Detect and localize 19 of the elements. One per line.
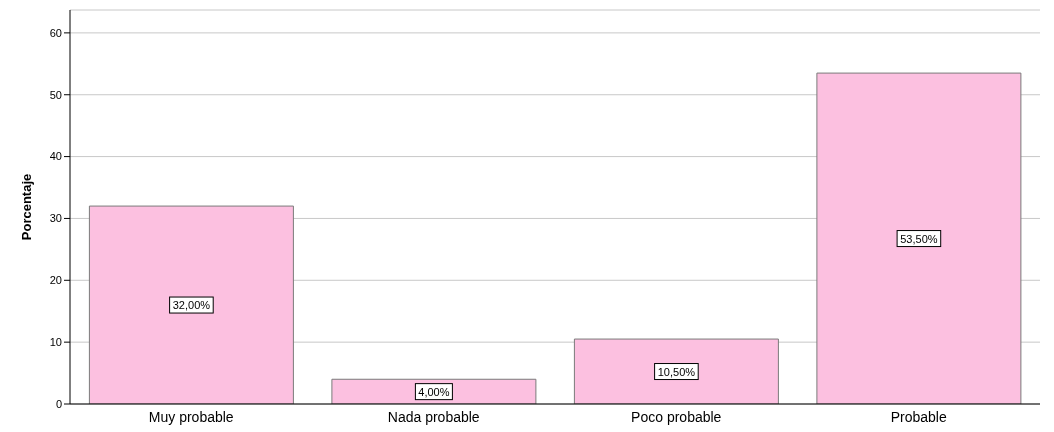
y-tick-label: 50 [49, 88, 62, 101]
x-tick-label: Poco probable [631, 408, 722, 425]
data-label: 10,50% [657, 365, 696, 378]
x-tick-label: Probable [890, 408, 947, 425]
y-tick-label: 0 [55, 397, 62, 410]
y-tick-label: 60 [49, 26, 62, 39]
bar [816, 72, 1022, 404]
x-tick-label: Muy probable [148, 408, 234, 425]
y-axis-title: Porcentaje [18, 173, 34, 241]
y-tick-label: 30 [49, 212, 62, 225]
data-label: 32,00% [172, 299, 211, 312]
bar [88, 205, 294, 404]
bar [573, 338, 779, 404]
y-tick-label: 10 [49, 336, 62, 349]
data-label: 4,00% [418, 385, 450, 398]
data-label: 53,50% [900, 232, 938, 245]
y-tick-label: 40 [49, 150, 62, 163]
x-tick-label: Nada probable [387, 408, 480, 425]
y-tick-label: 20 [49, 274, 62, 287]
